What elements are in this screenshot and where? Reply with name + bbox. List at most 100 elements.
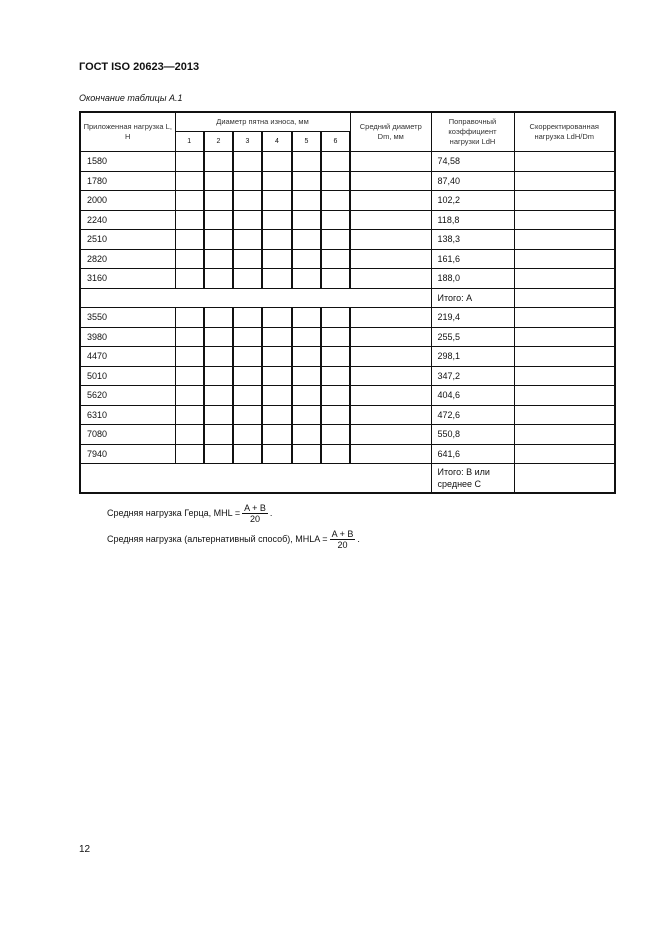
table-row: 1780 87,40 (79, 170, 616, 191)
empty-cell (320, 385, 351, 406)
diameter-number: 2 (203, 131, 234, 152)
empty-cell (513, 346, 616, 367)
empty-cell (203, 209, 234, 230)
coefficient-cell: 550,8 (430, 424, 515, 445)
empty-cell (513, 209, 616, 230)
coefficient-cell: 161,6 (430, 248, 515, 269)
empty-cell (291, 307, 322, 328)
empty-cell (349, 229, 432, 250)
formula-label: Средняя нагрузка Герца, MHL = (107, 507, 241, 518)
empty-cell (261, 346, 293, 367)
empty-cell (320, 248, 351, 269)
diameter-number: 1 (174, 131, 205, 152)
empty-cell (203, 190, 234, 211)
empty-cell (261, 326, 293, 347)
empty-cell (174, 365, 205, 386)
coefficient-cell: 404,6 (430, 385, 515, 406)
numerator: A + B (329, 529, 356, 540)
empty-cell (261, 268, 293, 289)
empty-cell (513, 268, 616, 289)
denominator: 20 (249, 514, 260, 524)
load-cell: 2510 (79, 229, 176, 250)
empty-cell (203, 424, 234, 445)
empty-cell (261, 404, 293, 425)
header-load: Приложенная нагрузка L, Н (79, 111, 176, 152)
empty-cell (232, 346, 263, 367)
empty-cell (203, 365, 234, 386)
table-row: 2820 161,6 (79, 248, 616, 269)
empty-cell (232, 248, 263, 269)
empty-cell (349, 346, 432, 367)
empty-cell (174, 443, 205, 464)
empty-cell (513, 326, 616, 347)
load-cell: 3550 (79, 307, 176, 328)
empty-cell (174, 209, 205, 230)
table-row: 3980 255,5 (79, 326, 616, 347)
empty-cell (320, 404, 351, 425)
empty-cell (349, 268, 432, 289)
empty-cell (513, 307, 616, 328)
empty-cell (232, 424, 263, 445)
empty-cell (261, 443, 293, 464)
empty-cell (174, 151, 205, 172)
empty-cell (232, 385, 263, 406)
empty-cell (349, 404, 432, 425)
empty-cell (174, 229, 205, 250)
empty-cell (291, 170, 322, 191)
empty-cell (320, 443, 351, 464)
header-average: Средний диаметр Dm, мм (349, 111, 432, 152)
header-diameter: Диаметр пятна износа, мм (174, 111, 351, 132)
empty-cell (291, 443, 322, 464)
empty-cell (203, 385, 234, 406)
empty-cell (232, 307, 263, 328)
empty-cell (349, 190, 432, 211)
empty-cell (232, 229, 263, 250)
empty-cell (203, 229, 234, 250)
empty-cell (174, 268, 205, 289)
empty-cell (232, 443, 263, 464)
empty-cell (174, 307, 205, 328)
empty-cell (203, 443, 234, 464)
diameter-number: 4 (261, 131, 293, 152)
empty-cell (349, 424, 432, 445)
empty-cell (513, 248, 616, 269)
load-cell: 7940 (79, 443, 176, 464)
empty-cell (320, 190, 351, 211)
coefficient-cell: 298,1 (430, 346, 515, 367)
empty-cell (291, 326, 322, 347)
diameter-number: 3 (232, 131, 263, 152)
document-header: ГОСТ ISO 20623—2013 (79, 61, 200, 73)
empty-cell (513, 385, 616, 406)
empty-cell (513, 424, 616, 445)
empty-cell (174, 326, 205, 347)
empty-cell (174, 385, 205, 406)
table-row: 2240 118,8 (79, 209, 616, 230)
empty-cell (232, 326, 263, 347)
empty-cell (513, 170, 616, 191)
empty-cell (320, 365, 351, 386)
empty-cell (203, 346, 234, 367)
data-table: Приложенная нагрузка L, Н Диаметр пятна … (79, 111, 616, 494)
table-row: 6310 472,6 (79, 404, 616, 425)
empty-cell (513, 365, 616, 386)
coefficient-cell: 255,5 (430, 326, 515, 347)
empty-cell (349, 170, 432, 191)
empty-cell (203, 170, 234, 191)
empty-cell (291, 209, 322, 230)
empty-cell (261, 190, 293, 211)
table-row: 7080 550,8 (79, 424, 616, 445)
coefficient-cell: 138,3 (430, 229, 515, 250)
empty-cell (79, 463, 432, 494)
table-caption: Окончание таблицы А.1 (79, 93, 183, 103)
empty-cell (232, 170, 263, 191)
page-number: 12 (79, 844, 91, 855)
empty-cell (174, 404, 205, 425)
empty-cell (232, 365, 263, 386)
formula-label: Средняя нагрузка (альтернативный способ)… (107, 533, 328, 544)
empty-cell (320, 424, 351, 445)
empty-cell (349, 248, 432, 269)
coefficient-cell: 102,2 (430, 190, 515, 211)
empty-cell (513, 287, 616, 308)
empty-cell (291, 248, 322, 269)
